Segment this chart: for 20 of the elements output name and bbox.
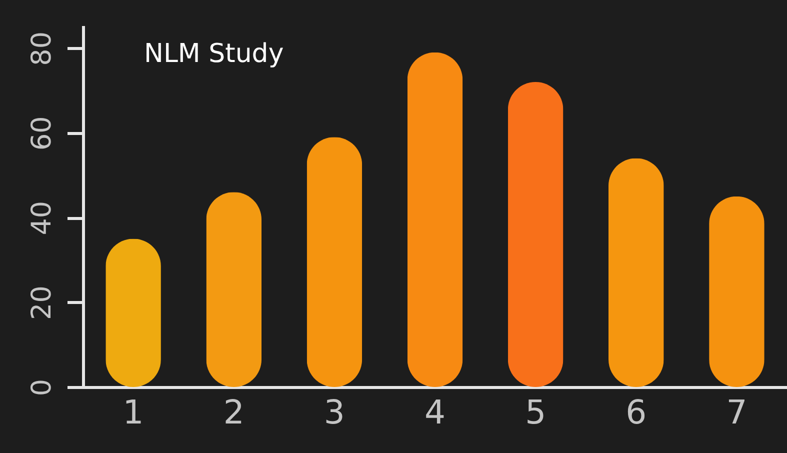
text: NLM Study <box>144 39 284 69</box>
y-tick-label: 40 <box>26 200 58 236</box>
x-tick-label: 3 <box>324 392 345 432</box>
y-tick-label: 60 <box>26 116 58 151</box>
x-tick-label: 5 <box>525 392 546 432</box>
x-tick-label: 6 <box>626 392 647 432</box>
y-tick-label: 80 <box>26 31 58 66</box>
bar <box>407 52 463 387</box>
y-tick-label: 0 <box>26 378 58 396</box>
bar <box>306 137 362 387</box>
y-tick-label: 20 <box>26 286 58 320</box>
x-tick-label: 1 <box>122 392 144 432</box>
bar <box>608 158 664 387</box>
x-tick-label: 2 <box>223 392 244 432</box>
bar <box>206 192 262 387</box>
bar <box>709 196 764 387</box>
bar <box>106 238 161 387</box>
x-tick-label: 4 <box>424 392 446 432</box>
bar <box>508 82 564 387</box>
x-tick-label: 7 <box>726 392 748 432</box>
